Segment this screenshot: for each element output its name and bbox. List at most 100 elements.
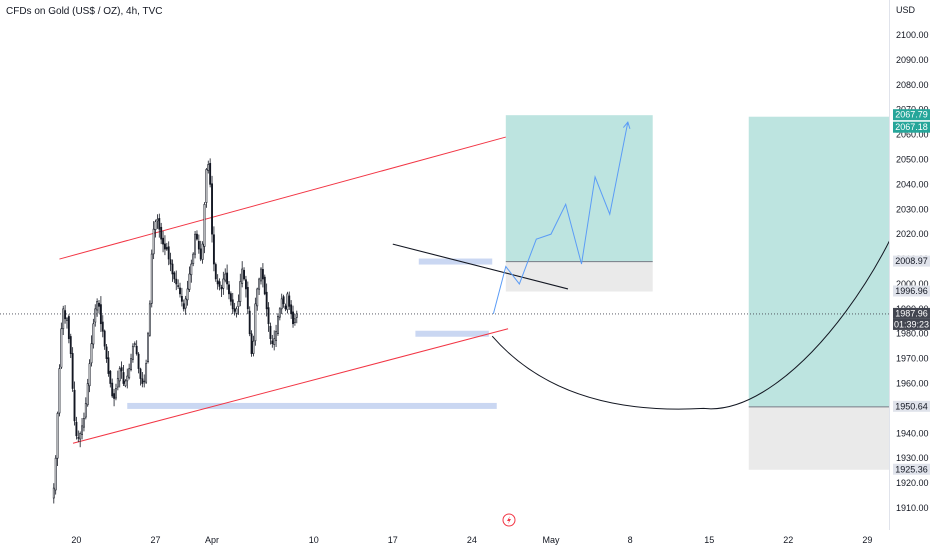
candle[interactable] — [130, 358, 132, 370]
candle[interactable] — [103, 330, 106, 347]
candle[interactable] — [218, 281, 221, 287]
lightning-icon[interactable] — [502, 513, 516, 527]
candle[interactable] — [122, 372, 125, 384]
candle[interactable] — [54, 457, 57, 491]
candle[interactable] — [235, 308, 238, 314]
candle[interactable] — [260, 268, 262, 282]
candle[interactable] — [220, 287, 223, 290]
candle[interactable] — [292, 311, 294, 325]
candle[interactable] — [244, 279, 247, 290]
candle[interactable] — [69, 336, 72, 354]
candle[interactable] — [162, 237, 164, 245]
candle[interactable] — [116, 378, 119, 388]
candle[interactable] — [111, 382, 114, 397]
candle[interactable] — [67, 316, 70, 340]
candle[interactable] — [58, 368, 61, 414]
lower-channel-line[interactable] — [72, 328, 509, 444]
candle[interactable] — [201, 243, 204, 260]
candle[interactable] — [261, 269, 264, 280]
candle[interactable] — [90, 343, 93, 364]
long-position-2-stop-zone[interactable] — [748, 406, 924, 470]
candle[interactable] — [81, 425, 83, 435]
candle[interactable] — [137, 353, 140, 369]
candle[interactable] — [241, 268, 244, 284]
candle[interactable] — [192, 253, 195, 264]
candle[interactable] — [246, 287, 249, 310]
candle[interactable] — [273, 338, 276, 345]
candle[interactable] — [293, 318, 296, 323]
candle[interactable] — [229, 293, 232, 302]
candle[interactable] — [222, 278, 225, 289]
candle[interactable] — [171, 263, 174, 275]
range-top-zone[interactable] — [418, 258, 493, 265]
candle[interactable] — [214, 264, 217, 280]
candle[interactable] — [197, 241, 200, 250]
candle[interactable] — [118, 368, 121, 382]
candle[interactable] — [211, 183, 213, 235]
candle[interactable] — [96, 301, 99, 311]
candle[interactable] — [141, 378, 144, 384]
candle[interactable] — [124, 380, 127, 387]
candle[interactable] — [147, 333, 149, 363]
candle[interactable] — [158, 218, 161, 230]
black-projection-path[interactable] — [491, 117, 929, 410]
candle[interactable] — [239, 281, 242, 302]
candle[interactable] — [75, 421, 78, 437]
candle[interactable] — [248, 310, 251, 335]
candle[interactable] — [133, 343, 136, 346]
candle[interactable] — [182, 303, 185, 310]
candle[interactable] — [82, 418, 85, 428]
candle[interactable] — [188, 273, 191, 290]
candle[interactable] — [216, 280, 219, 285]
candle[interactable] — [148, 303, 151, 336]
candle[interactable] — [250, 333, 253, 354]
candle[interactable] — [275, 330, 278, 341]
candle[interactable] — [209, 162, 212, 185]
candle[interactable] — [205, 169, 208, 203]
candle[interactable] — [277, 316, 279, 334]
candle[interactable] — [71, 353, 74, 389]
candle[interactable] — [243, 269, 245, 280]
candle[interactable] — [184, 298, 187, 309]
candle[interactable] — [231, 299, 234, 310]
candle[interactable] — [179, 287, 181, 295]
candle[interactable] — [258, 278, 261, 290]
candle[interactable] — [101, 321, 104, 332]
candle[interactable] — [267, 307, 270, 325]
candle[interactable] — [167, 246, 170, 260]
candle[interactable] — [194, 233, 197, 255]
upper-channel-line[interactable] — [59, 136, 506, 260]
candle[interactable] — [99, 304, 102, 325]
candle[interactable] — [228, 284, 230, 295]
candle[interactable] — [237, 301, 240, 308]
blue-projection-path[interactable] — [492, 122, 629, 314]
candle[interactable] — [126, 375, 129, 382]
candle[interactable] — [152, 228, 155, 255]
candle[interactable] — [105, 346, 108, 359]
candle[interactable] — [226, 272, 229, 285]
candle[interactable] — [88, 363, 91, 387]
candle[interactable] — [199, 248, 202, 260]
candle[interactable] — [56, 413, 59, 459]
candle[interactable] — [163, 243, 166, 250]
candle[interactable] — [265, 291, 268, 310]
candle[interactable] — [269, 325, 272, 340]
candle[interactable] — [150, 253, 153, 304]
time-axis[interactable]: 20 27 Apr 10 17 24 May 8 15 22 29 — [71, 535, 872, 545]
candle[interactable] — [263, 276, 266, 295]
candle[interactable] — [290, 304, 293, 315]
candle[interactable] — [282, 296, 285, 305]
candle[interactable] — [180, 295, 183, 302]
candle[interactable] — [254, 303, 257, 342]
candle[interactable] — [62, 308, 65, 330]
candle[interactable] — [177, 285, 180, 287]
candle[interactable] — [52, 487, 55, 499]
descending-trendline[interactable] — [392, 243, 569, 290]
candle[interactable] — [173, 272, 176, 280]
candle[interactable] — [207, 164, 210, 171]
candle[interactable] — [60, 328, 63, 368]
candle[interactable] — [286, 293, 289, 310]
candle[interactable] — [79, 433, 82, 440]
candle[interactable] — [288, 295, 291, 307]
